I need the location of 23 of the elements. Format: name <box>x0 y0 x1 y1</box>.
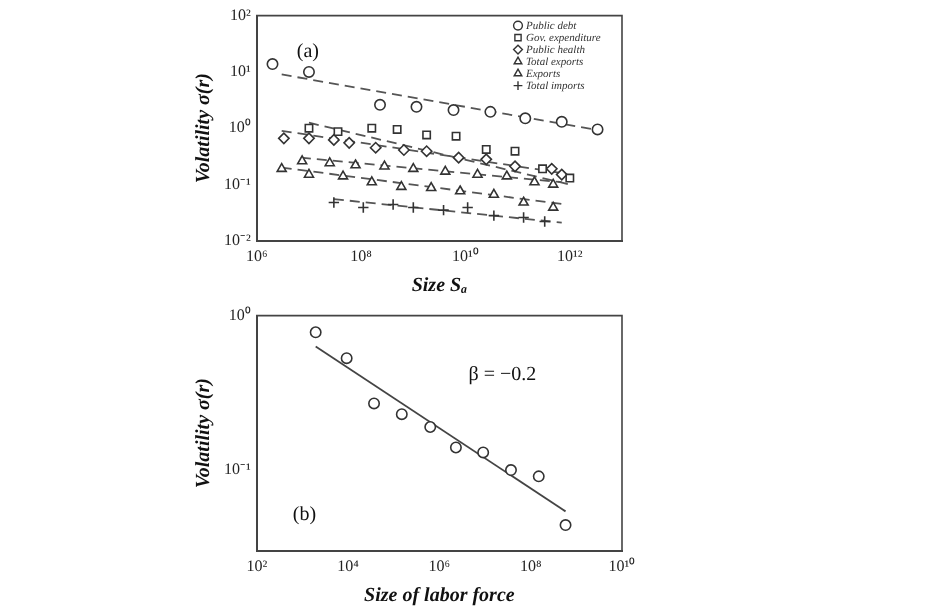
x-axis-title: Size Sₐ <box>411 275 468 298</box>
x-tick-label: 10⁸ <box>519 556 542 575</box>
y-tick-label: 10⁻¹ <box>223 174 252 193</box>
y-tick-label: 10⁰ <box>228 305 251 324</box>
x-tick-label: 10⁶ <box>246 246 268 265</box>
y-tick-label: 10⁻¹ <box>223 460 252 479</box>
x-tick-label: 10⁶ <box>428 556 451 575</box>
x-tick-label: 10¹⁰ <box>452 246 479 265</box>
y-tick-label: 10¹ <box>229 62 252 81</box>
annotation: (b) <box>292 504 317 527</box>
y-tick-label: 10⁰ <box>228 118 251 137</box>
x-tick-label: 10¹² <box>557 246 584 265</box>
y-tick-label: 10⁻² <box>223 230 252 249</box>
x-tick-label: 10⁸ <box>350 246 373 265</box>
x-tick-label: 10¹⁰ <box>608 556 636 575</box>
y-axis-title: Volatility σ(r) <box>193 73 216 184</box>
y-axis-title: Volatility σ(r) <box>193 378 216 489</box>
x-tick-label: 10⁴ <box>337 556 360 575</box>
x-tick-label: 10² <box>246 556 269 575</box>
x-axis-title: Size of labor force <box>364 585 516 608</box>
y-tick-label: 10² <box>229 5 252 24</box>
annotation: (a) <box>296 40 320 63</box>
annotation: β = −0.2 <box>468 363 537 386</box>
